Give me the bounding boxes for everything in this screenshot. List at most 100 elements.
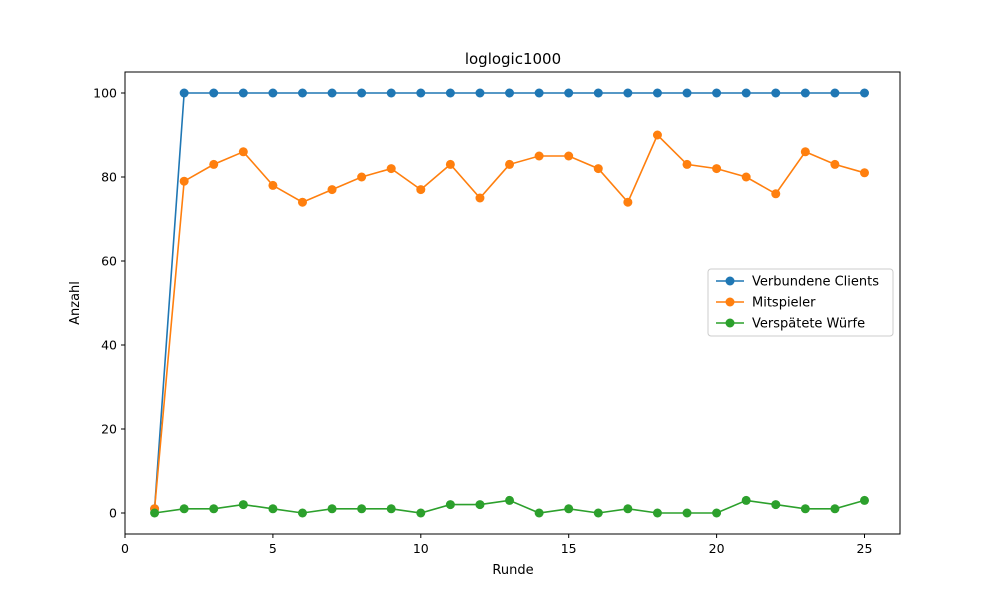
x-tick-label: 10 [413,541,429,556]
data-point [830,159,840,169]
chart-title: loglogic1000 [465,50,561,68]
data-point [564,504,574,514]
series-0 [150,88,869,514]
legend-item: Mitspieler [716,296,816,311]
data-point [800,147,810,157]
data-point [712,164,722,174]
data-point [238,500,248,510]
legend-marker [725,276,735,286]
data-point [297,197,307,207]
data-point [475,500,485,510]
legend-label: Verbundene Clients [752,275,879,290]
plot-frame [124,71,901,535]
data-point [741,495,751,505]
data-point [771,500,781,510]
data-point [505,495,515,505]
data-point [357,88,367,98]
data-point [534,88,544,98]
data-point [445,500,455,510]
data-point [357,172,367,182]
data-point [564,151,574,161]
data-point [268,88,278,98]
data-point [297,508,307,518]
legend-item: Verbundene Clients [716,275,879,290]
data-point [593,164,603,174]
y-tick-label: 80 [101,170,117,185]
data-point [475,193,485,203]
x-tick-label: 25 [857,541,873,556]
series-2 [150,495,869,518]
data-point [209,504,219,514]
data-point [682,508,692,518]
data-point [238,88,248,98]
x-tick-label: 15 [561,541,577,556]
data-point [445,88,455,98]
data-point [209,159,219,169]
x-axis-label: Runde [492,563,533,578]
data-point [860,88,869,98]
data-point [505,159,515,169]
data-point [652,130,662,140]
legend-item: Verspätete Würfe [716,317,865,332]
data-point [712,88,722,98]
data-point [741,172,751,182]
data-point [386,504,396,514]
legend-label: Verspätete Würfe [752,317,865,332]
data-point [416,185,426,195]
data-point [179,504,189,514]
data-point [593,508,603,518]
data-point [593,88,603,98]
data-point [830,504,840,514]
y-tick-label: 0 [109,506,117,521]
data-point [682,159,692,169]
data-point [327,88,337,98]
x-tick-label: 5 [269,541,277,556]
data-point [534,508,544,518]
x-tick-label: 0 [121,541,129,556]
data-point [386,88,396,98]
data-point [652,88,662,98]
y-axis-label: Anzahl [68,281,83,325]
legend-label: Mitspieler [752,296,816,311]
data-point [741,88,751,98]
data-point [179,176,189,186]
legend-marker [725,318,735,328]
data-point [445,159,455,169]
data-point [475,88,485,98]
y-tick-label: 40 [101,338,117,353]
data-point [800,504,810,514]
data-point [327,185,337,195]
data-point [386,164,396,174]
data-point [712,508,722,518]
data-point [179,88,189,98]
data-point [416,508,426,518]
data-point [209,88,219,98]
data-point [623,88,633,98]
data-point [357,504,367,514]
legend-box [707,268,894,337]
data-point [327,504,337,514]
data-point [771,88,781,98]
data-point [682,88,692,98]
data-point [652,508,662,518]
data-point [860,168,869,178]
data-point [860,495,869,505]
y-tick-label: 60 [101,254,117,269]
y-tick-label: 20 [101,422,117,437]
data-point [416,88,426,98]
data-point [505,88,515,98]
data-point [534,151,544,161]
data-point [297,88,307,98]
data-point [268,504,278,514]
data-point [238,147,248,157]
x-tick-label: 20 [709,541,725,556]
data-point [564,88,574,98]
legend-marker [725,297,735,307]
data-point [150,508,160,518]
data-point [771,189,781,199]
data-point [623,197,633,207]
data-point [800,88,810,98]
data-point [830,88,840,98]
